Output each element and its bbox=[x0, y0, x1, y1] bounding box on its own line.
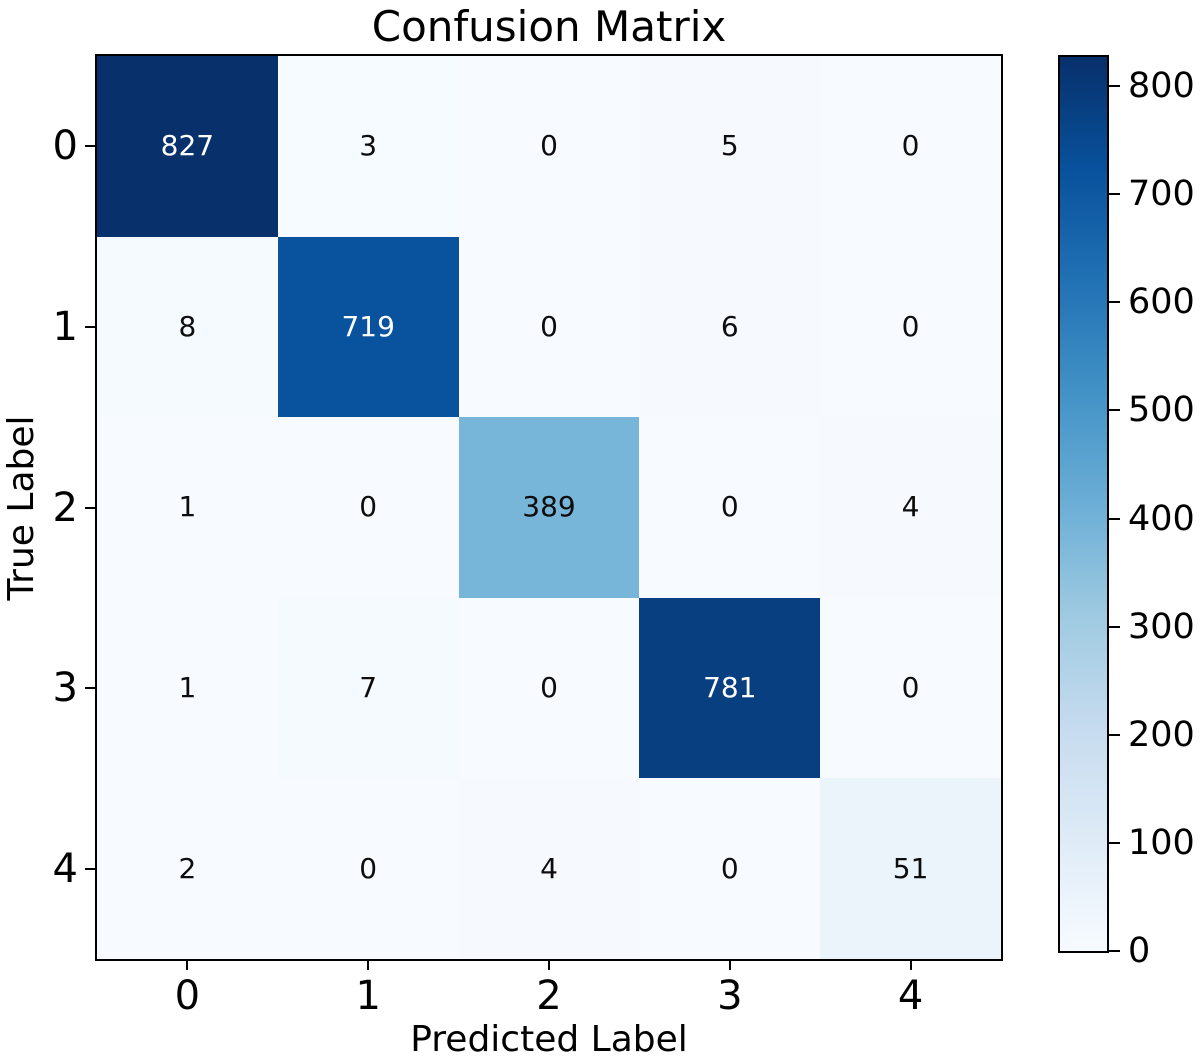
matrix-cell: 389 bbox=[458, 417, 640, 598]
matrix-cell: 7 bbox=[277, 597, 459, 779]
x-tick-mark bbox=[367, 959, 370, 970]
matrix-cell: 0 bbox=[639, 417, 821, 598]
matrix-cell: 2 bbox=[97, 778, 278, 959]
cell-value: 389 bbox=[522, 490, 576, 524]
matrix-cell: 51 bbox=[820, 778, 1001, 959]
matrix-cell: 5 bbox=[639, 56, 821, 237]
y-tick-label: 0 bbox=[52, 123, 78, 170]
colorbar-gradient bbox=[1060, 57, 1107, 951]
cell-value: 781 bbox=[703, 671, 757, 705]
y-tick-mark bbox=[85, 145, 97, 148]
cell-value: 51 bbox=[892, 851, 929, 885]
y-tick-label: 4 bbox=[52, 845, 78, 892]
matrix-cell: 0 bbox=[820, 236, 1001, 418]
cell-value: 4 bbox=[540, 851, 558, 885]
cell-value: 0 bbox=[901, 129, 920, 163]
matrix-cell: 0 bbox=[458, 236, 640, 418]
colorbar-tick-label: 500 bbox=[1128, 390, 1195, 431]
matrix-cell: 0 bbox=[277, 417, 459, 598]
y-tick-mark bbox=[85, 506, 97, 509]
cell-value: 0 bbox=[720, 851, 739, 885]
colorbar-tick-label: 200 bbox=[1128, 714, 1195, 755]
x-tick-label: 4 bbox=[897, 973, 924, 1019]
cell-value: 827 bbox=[160, 129, 215, 163]
matrix-cell: 0 bbox=[639, 778, 821, 959]
colorbar bbox=[1058, 55, 1109, 953]
colorbar-tick-mark bbox=[1109, 733, 1120, 736]
x-tick-mark bbox=[186, 959, 189, 970]
cell-value: 8 bbox=[178, 309, 197, 343]
matrix-cell: 0 bbox=[820, 597, 1001, 779]
cell-value: 0 bbox=[901, 671, 920, 705]
colorbar-tick-label: 400 bbox=[1128, 498, 1195, 539]
colorbar-tick-mark bbox=[1109, 841, 1120, 844]
cell-value: 0 bbox=[540, 671, 558, 705]
y-tick-mark bbox=[85, 325, 97, 328]
y-tick-mark bbox=[85, 867, 97, 870]
matrix-cell: 827 bbox=[97, 56, 278, 237]
matrix-cell: 4 bbox=[820, 417, 1001, 598]
colorbar-tick-label: 300 bbox=[1128, 606, 1195, 647]
cell-value: 3 bbox=[359, 129, 378, 163]
colorbar-tick-label: 700 bbox=[1128, 174, 1195, 215]
cell-value: 0 bbox=[720, 490, 739, 524]
colorbar-tick-label: 600 bbox=[1128, 282, 1195, 323]
heatmap-grid: 827 3 0 5 0 8 719 0 6 0 1 0 389 0 4 1 7 0 781 0 2 0 4 0 51 bbox=[97, 56, 1001, 959]
matrix-cell: 1 bbox=[97, 417, 278, 598]
chart-title: Confusion Matrix bbox=[371, 2, 727, 51]
x-tick-mark bbox=[548, 959, 550, 970]
x-axis-label: Predicted Label bbox=[410, 1019, 688, 1060]
matrix-cell: 0 bbox=[458, 56, 640, 237]
colorbar-tick-mark bbox=[1109, 85, 1120, 88]
x-tick-label: 1 bbox=[355, 973, 381, 1019]
colorbar-tick-mark bbox=[1109, 193, 1120, 196]
cell-value: 4 bbox=[901, 490, 920, 524]
colorbar-tick-mark bbox=[1109, 625, 1120, 628]
cell-value: 0 bbox=[901, 309, 920, 343]
matrix-cell: 719 bbox=[277, 236, 459, 418]
matrix-cell: 781 bbox=[639, 597, 821, 779]
colorbar-tick-label: 100 bbox=[1128, 822, 1195, 863]
matrix-cell: 0 bbox=[277, 778, 459, 959]
y-tick-label: 1 bbox=[52, 303, 78, 350]
cell-value: 0 bbox=[359, 851, 378, 885]
colorbar-tick-mark bbox=[1109, 950, 1120, 952]
cell-value: 719 bbox=[341, 309, 395, 343]
cell-value: 2 bbox=[178, 851, 197, 885]
x-tick-label: 3 bbox=[717, 973, 743, 1019]
y-tick-label: 3 bbox=[52, 665, 78, 712]
cell-value: 0 bbox=[359, 490, 378, 524]
cell-value: 0 bbox=[540, 309, 558, 343]
cell-value: 5 bbox=[720, 129, 739, 163]
matrix-cell: 3 bbox=[277, 56, 459, 237]
y-tick-label: 2 bbox=[52, 484, 78, 531]
cell-value: 0 bbox=[540, 129, 558, 163]
colorbar-tick-label: 800 bbox=[1128, 66, 1195, 107]
colorbar-tick-mark bbox=[1109, 409, 1120, 412]
x-tick-label: 2 bbox=[536, 973, 562, 1019]
y-tick-mark bbox=[85, 687, 97, 690]
x-tick-mark bbox=[728, 959, 731, 970]
colorbar-tick-mark bbox=[1109, 301, 1120, 304]
cell-value: 6 bbox=[720, 309, 739, 343]
matrix-cell: 0 bbox=[458, 597, 640, 779]
matrix-cell: 4 bbox=[458, 778, 640, 959]
cell-value: 7 bbox=[359, 671, 378, 705]
y-axis-label: True Label bbox=[1, 415, 42, 601]
x-tick-label: 0 bbox=[174, 973, 201, 1019]
x-tick-mark bbox=[909, 959, 912, 970]
matrix-cell: 6 bbox=[639, 236, 821, 418]
cell-value: 1 bbox=[178, 671, 197, 705]
plot-area: 827 3 0 5 0 8 719 0 6 0 1 0 389 0 4 1 7 0 781 0 2 0 4 0 51 bbox=[95, 54, 1003, 961]
matrix-cell: 0 bbox=[820, 56, 1001, 237]
cell-value: 1 bbox=[178, 490, 197, 524]
colorbar-tick-label: 0 bbox=[1128, 931, 1151, 971]
matrix-cell: 1 bbox=[97, 597, 278, 779]
matrix-cell: 8 bbox=[97, 236, 278, 418]
colorbar-tick-mark bbox=[1109, 517, 1120, 520]
